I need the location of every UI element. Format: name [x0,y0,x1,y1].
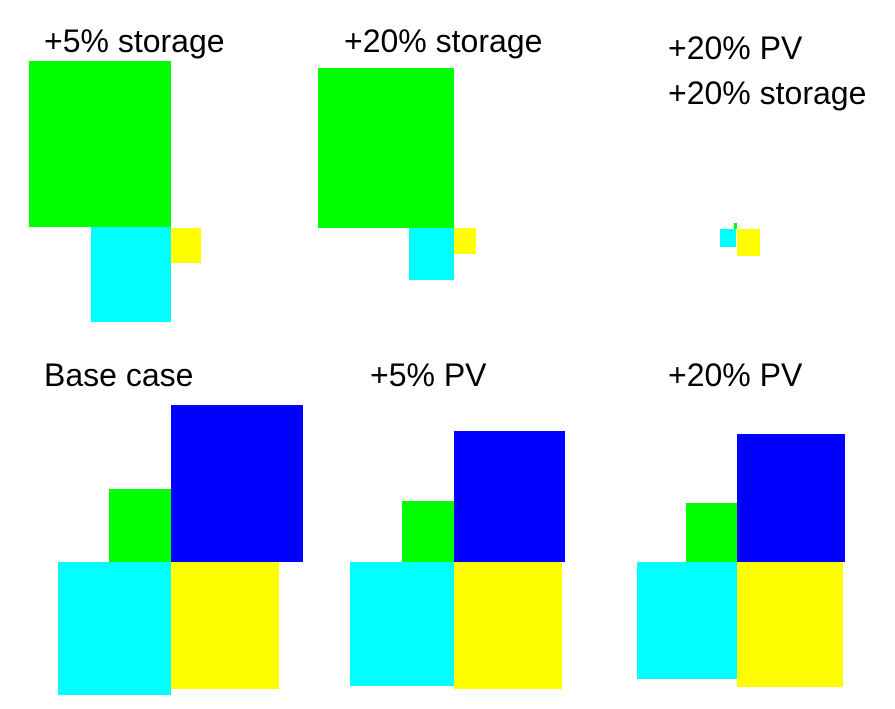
panel-title: +5% storage [44,23,225,59]
panel-title: +5% PV [370,357,487,393]
yellow-block [737,229,760,256]
green-block [318,68,454,228]
blue-block [454,431,565,562]
cyan-block [91,227,171,322]
yellow-block [454,228,476,254]
panel-title: +20% storage [344,23,543,59]
green-block [686,503,737,562]
blue-block [171,405,303,562]
cyan-block [409,228,454,280]
green-block [402,501,454,562]
yellow-block [454,562,562,689]
yellow-block [171,562,279,689]
panel-title: Base case [44,357,194,393]
panel-title: +20% PV [668,357,803,393]
green-block [109,489,171,562]
green-block [29,61,171,227]
panel-title-line-2: +20% storage [668,75,867,111]
yellow-block [737,562,843,687]
cyan-block [58,562,171,695]
green-block [734,223,737,229]
cyan-block [637,562,737,679]
blue-block [737,434,845,562]
cyan-block [350,562,454,686]
yellow-block [171,228,201,263]
panel-title-line-1: +20% PV [668,30,803,66]
cyan-block [720,229,736,247]
